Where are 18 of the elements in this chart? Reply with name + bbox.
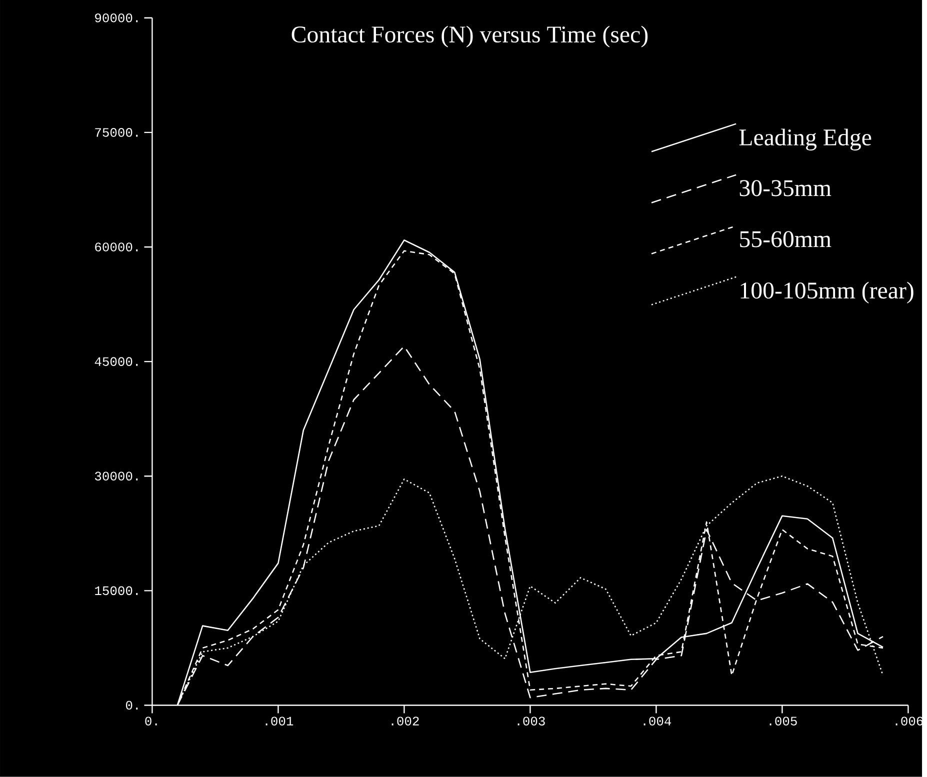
y-tick-label: 90000. [95,14,138,22]
legend-label: 100-105mm (rear) [740,282,914,304]
x-tick-label: .001 [266,716,294,726]
y-tick-label: 0. [126,700,138,710]
y-tick-label: 15000. [95,586,138,596]
x-tick-label: .005 [770,716,797,726]
x-tick-label: 0. [145,716,157,726]
x-tick-label: .002 [392,716,419,726]
chart-title: Contact Forces (N) versus Time (sec) [292,26,648,48]
x-tick-label: .004 [644,716,672,726]
y-tick-label: 60000. [95,242,138,252]
legend-label: Leading Edge [739,128,872,151]
legend-label: 55-60mm [740,231,832,248]
y-tick-label: 75000. [95,128,138,137]
y-tick-label: 45000. [94,357,138,366]
x-tick-label: .003 [518,716,545,726]
y-tick-label: 30000. [94,472,138,481]
legend-label: 30-35mm [740,180,832,196]
